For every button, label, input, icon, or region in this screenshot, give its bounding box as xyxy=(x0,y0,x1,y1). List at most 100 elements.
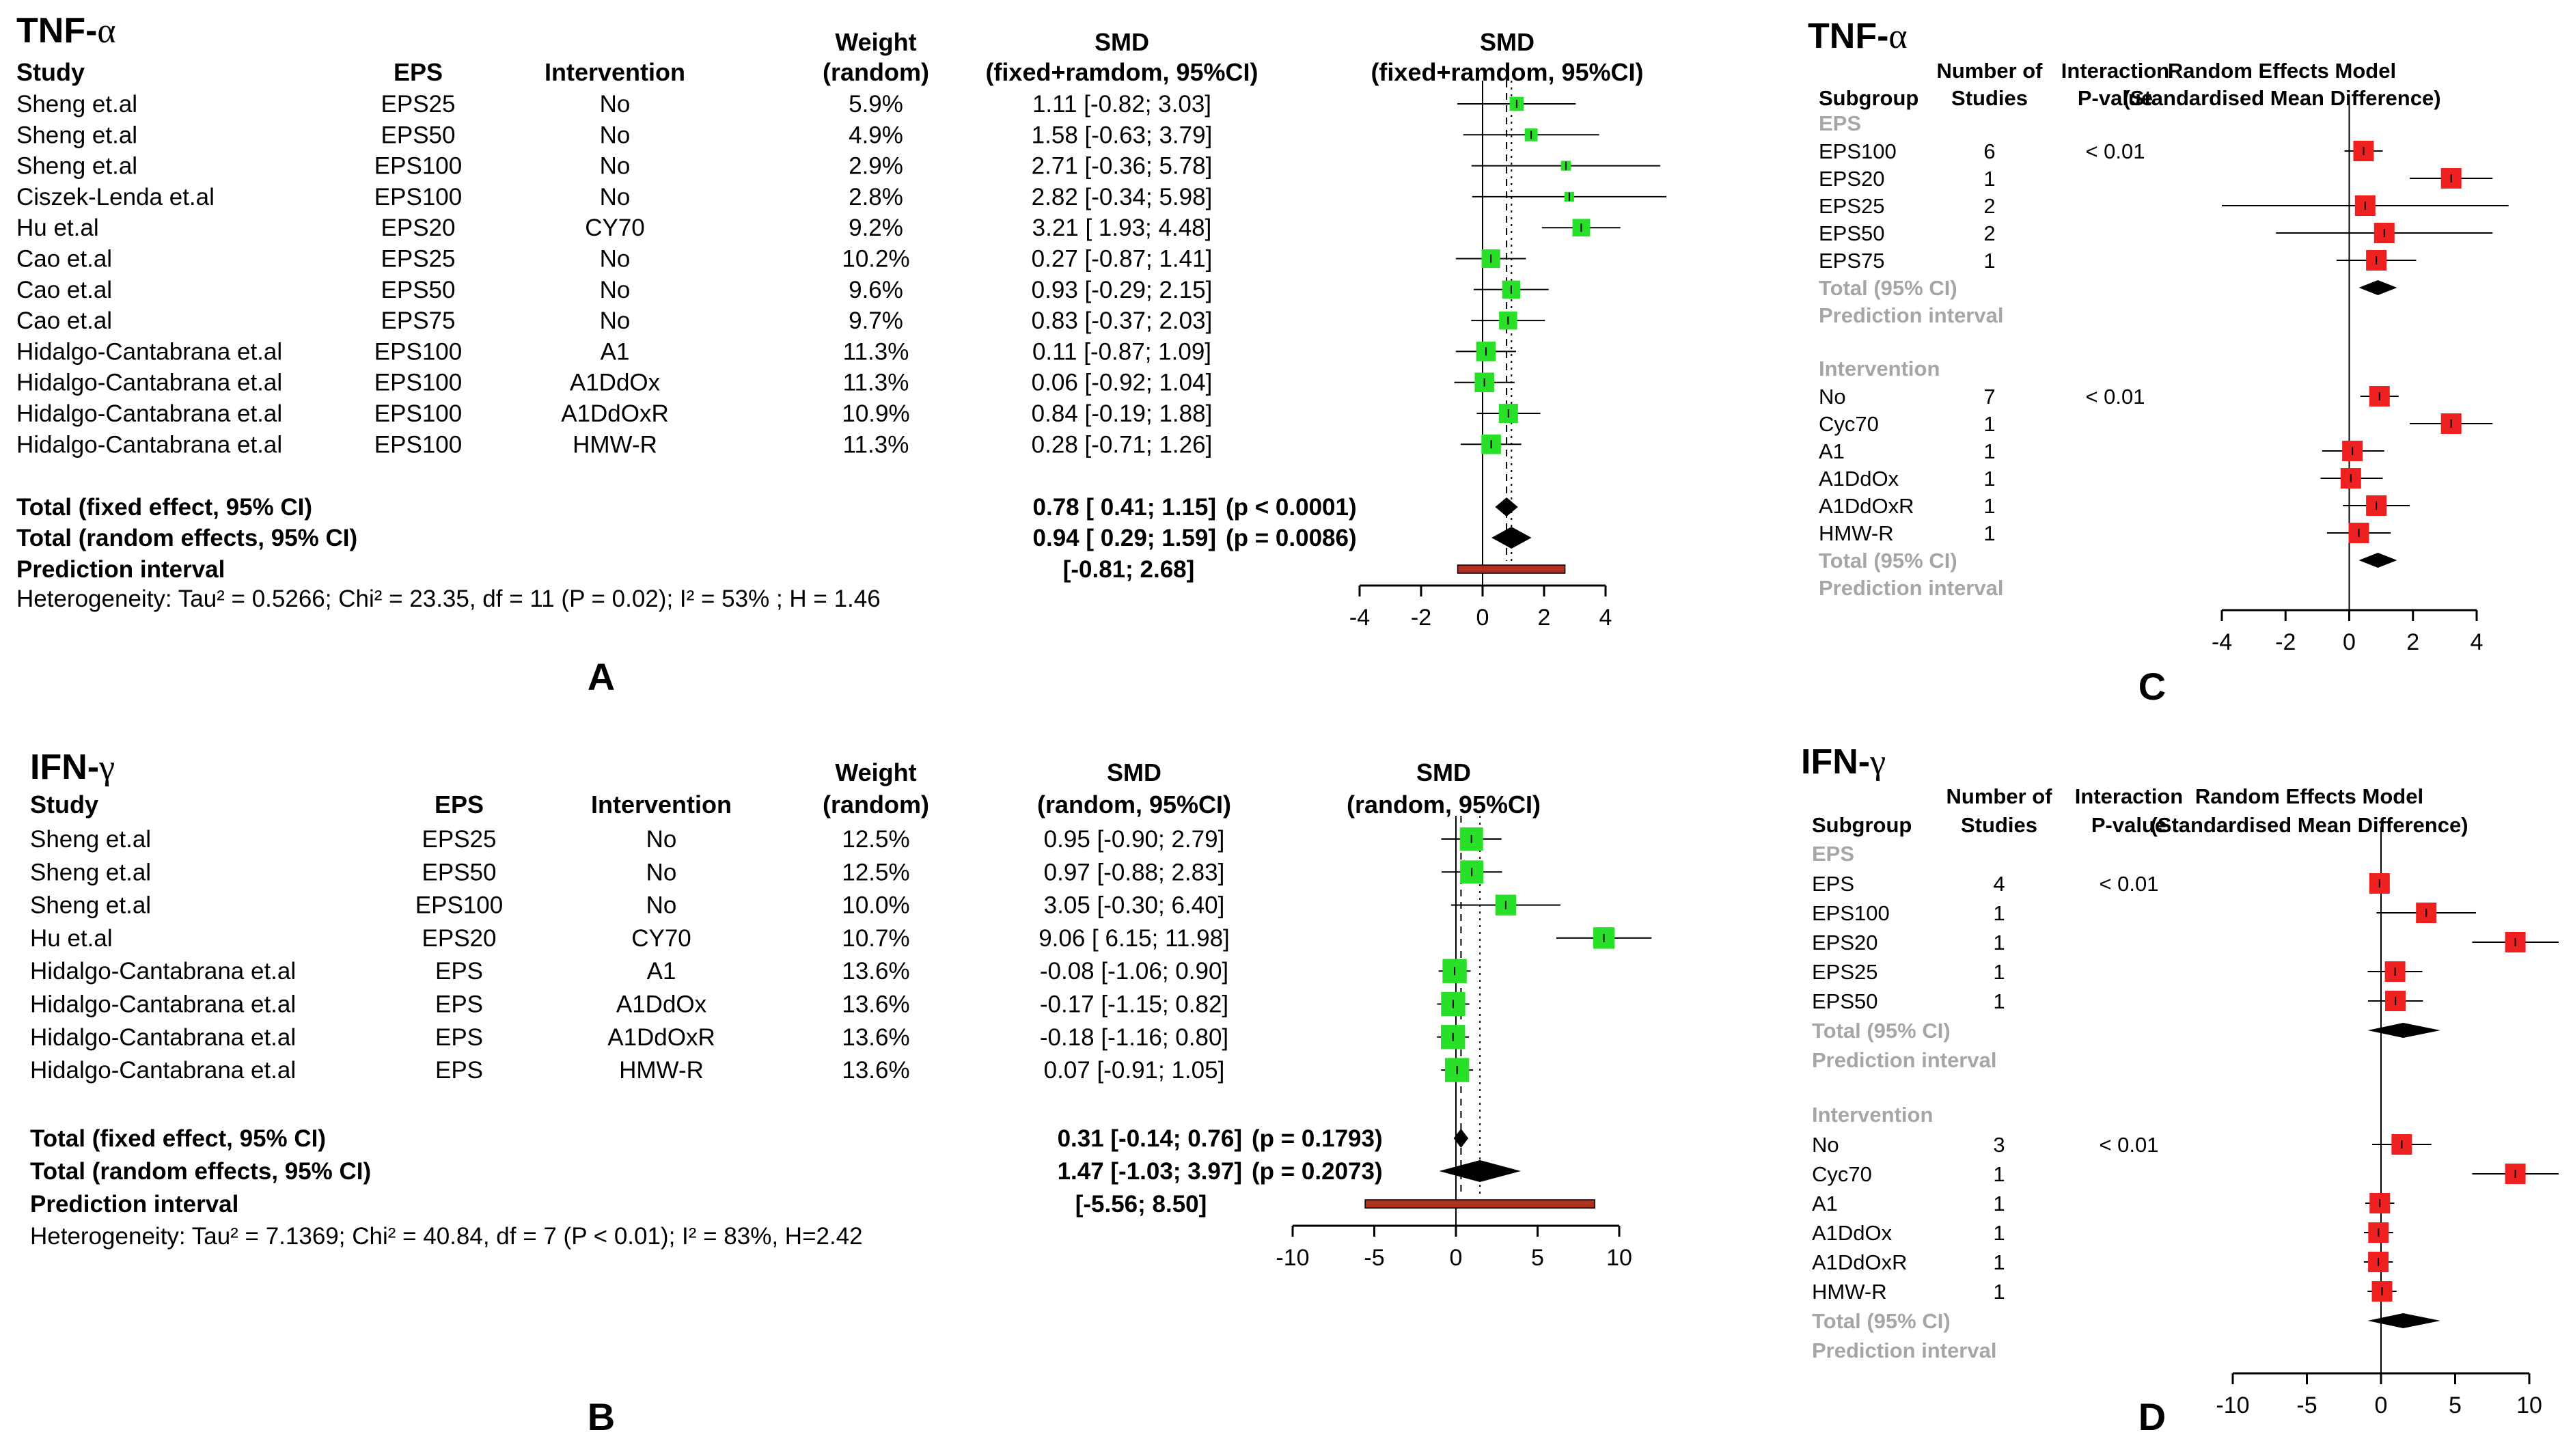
panelB-row-intervention: CY70 xyxy=(631,925,691,952)
panelA-row-weight: 9.7% xyxy=(849,307,903,334)
panelD-prediction-label: Prediction interval xyxy=(1812,1338,1996,1362)
panelB-row-study: Hidalgo-Cantabrana et.al xyxy=(30,958,296,985)
panelB-row-weight: 10.7% xyxy=(842,925,909,952)
panelC-subgroup-n: 7 xyxy=(1983,385,1995,409)
panelB-prediction-ci: [-5.56; 8.50] xyxy=(1075,1191,1207,1218)
panelA-marks xyxy=(1454,81,1667,586)
panelC-subgroup-name: EPS75 xyxy=(1819,249,1885,273)
panelC-tick-label: -2 xyxy=(2275,629,2296,655)
panelC-panel-label: C xyxy=(2138,665,2166,708)
panelA-header-weight-sub: (random) xyxy=(823,58,929,86)
panelA-tick-label: 0 xyxy=(1476,605,1489,631)
panelC-subgroup-n: 1 xyxy=(1983,439,1995,463)
panelA-row-weight: 11.3% xyxy=(843,370,909,396)
panelC-subgroup-n: 1 xyxy=(1983,521,1995,545)
panelD-subgroup-name: A1DdOxR xyxy=(1812,1250,1908,1274)
panelA-row-weight: 11.3% xyxy=(843,338,909,365)
panelC-subgroup-name: EPS50 xyxy=(1819,221,1885,245)
panelD-subgroup-n: 1 xyxy=(1993,901,2005,925)
panelA-row-study: Cao et.al xyxy=(16,307,112,334)
panelD-subgroup-n: 1 xyxy=(1993,1250,2005,1274)
panelB-header-eps: EPS xyxy=(435,791,484,819)
panelB-row-intervention: A1 xyxy=(647,958,676,985)
panelA-row-ci: 2.82 [-0.34; 5.98] xyxy=(1032,184,1213,210)
panelD-marks xyxy=(2363,827,2559,1373)
panelD-axis: -10 -5 0 5 10 xyxy=(2216,1372,2542,1418)
panelA-row-study: Cao et.al xyxy=(16,246,112,273)
panelB-row-ci: 0.95 [-0.90; 2.79] xyxy=(1044,826,1225,853)
panelD-subgroup-name: EPS xyxy=(1812,872,1854,896)
panelC-header-studies: Studies xyxy=(1951,86,2028,110)
panelC-tick-label: 2 xyxy=(2406,629,2419,655)
panelB-header-plot: SMD xyxy=(1416,758,1471,786)
panelA-row-intervention: No xyxy=(600,307,631,334)
panelB-total-p: (p = 0.2073) xyxy=(1252,1158,1383,1185)
panelA-fixed-diamond xyxy=(1495,497,1518,517)
panelA-row-weight: 10.2% xyxy=(842,246,909,273)
panelB-tick-label: 0 xyxy=(1450,1245,1463,1271)
panelA-row-ci: 1.11 [-0.82; 3.03] xyxy=(1032,91,1211,118)
panelC-prediction-label: Prediction interval xyxy=(1819,303,2003,327)
panelA-row-eps: EPS100 xyxy=(374,370,462,396)
panelC-header-model: Random Effects Model xyxy=(2168,59,2396,83)
panelD-title: IFN-γ xyxy=(1801,742,1886,782)
panelC-group-label: EPS xyxy=(1819,111,1861,135)
panelA-total-label: Total (random effects, 95% CI) xyxy=(16,525,357,551)
panelA-total-ci: 0.94 [ 0.29; 1.59] xyxy=(1033,525,1217,551)
panelB-row-eps: EPS xyxy=(435,1057,483,1084)
panelA-row-study: Hidalgo-Cantabrana et.al xyxy=(16,370,282,396)
panelA-total-label: Total (fixed effect, 95% CI) xyxy=(16,494,312,521)
panelD-subgroup-name: A1 xyxy=(1812,1192,1838,1215)
panelA-row-intervention: No xyxy=(600,246,631,273)
panelD-tick-label: -10 xyxy=(2216,1392,2249,1418)
panelB-header-smd: SMD xyxy=(1107,758,1161,786)
panelD-header-interaction: Interaction xyxy=(2075,784,2183,808)
panelA-total-label: Prediction interval xyxy=(16,556,225,583)
panelB-row-study: Sheng et.al xyxy=(30,826,151,853)
panelA-panel-label: A xyxy=(588,655,615,698)
panelB-row-intervention: HMW-R xyxy=(619,1057,704,1084)
panelA-row-study: Hidalgo-Cantabrana et.al xyxy=(16,431,282,458)
panelA-row-ci: 0.11 [-0.87; 1.09] xyxy=(1032,338,1211,365)
panelB-total-ci: 1.47 [-1.03; 3.97] xyxy=(1058,1158,1242,1185)
panelB-total-label: Total (fixed effect, 95% CI) xyxy=(30,1125,326,1152)
panelA-random-diamond xyxy=(1491,527,1532,549)
panelB-row-ci: -0.18 [-1.16; 0.80] xyxy=(1040,1024,1228,1051)
panelA-axis: -4 -2 0 2 4 xyxy=(1349,584,1612,631)
panelA-row-eps: EPS100 xyxy=(374,184,462,210)
panelA-row-ci: 0.93 [-0.29; 2.15] xyxy=(1032,277,1213,303)
panelA-row-eps: EPS25 xyxy=(381,246,456,273)
panelD-header-number: Number of xyxy=(1946,784,2053,808)
panelC-title-greek: α xyxy=(1888,17,1907,56)
panelA-header-smd-sub: (fixed+ramdom, 95%CI) xyxy=(985,58,1258,86)
panelB-row-ci: 0.07 [-0.91; 1.05] xyxy=(1044,1057,1225,1084)
panelB-row-ci: 0.97 [-0.88; 2.83] xyxy=(1044,859,1225,885)
panelB-prediction-bar xyxy=(1364,1199,1595,1209)
panelC-subgroup-n: 1 xyxy=(1983,467,1995,491)
panelB-row-weight: 13.6% xyxy=(842,1024,909,1051)
panelB-title-greek: γ xyxy=(98,748,115,787)
panelB-tick-label: -5 xyxy=(1364,1245,1384,1271)
panelC-total-diamond xyxy=(2358,280,2397,295)
panelB-row-intervention: A1DdOx xyxy=(616,991,707,1018)
panelC-subgroup-n: 1 xyxy=(1983,167,1995,191)
panelA-header-plot: SMD xyxy=(1480,28,1535,56)
panelC-group-label: Intervention xyxy=(1819,357,1940,381)
panelA-total-ci: 0.78 [ 0.41; 1.15] xyxy=(1033,494,1217,521)
panelD-subgroup-name: A1DdOx xyxy=(1812,1221,1893,1245)
panelA-row-eps: EPS50 xyxy=(381,122,456,148)
panelA-row-eps: EPS25 xyxy=(381,91,456,118)
panelC-title: TNF-α xyxy=(1808,16,1908,56)
panelA-row-weight: 2.8% xyxy=(849,184,903,210)
panelA-header-eps: EPS xyxy=(394,58,443,86)
panelB-row-ci: -0.17 [-1.15; 0.82] xyxy=(1040,991,1228,1018)
panelC-header-number: Number of xyxy=(1937,59,2044,83)
panelA-row-study: Hidalgo-Cantabrana et.al xyxy=(16,400,282,427)
panelD-subgroup-n: 1 xyxy=(1993,1221,2005,1245)
panelC-subgroup-n: 2 xyxy=(1983,194,1995,218)
panelB-header-weight-sub: (random) xyxy=(823,791,929,819)
panelB-row-weight: 13.6% xyxy=(842,1057,909,1084)
panelB-row-study: Hidalgo-Cantabrana et.al xyxy=(30,1024,296,1051)
panelA-prediction-ci: [-0.81; 2.68] xyxy=(1063,556,1195,583)
panelA-row-weight: 11.3% xyxy=(843,431,909,458)
